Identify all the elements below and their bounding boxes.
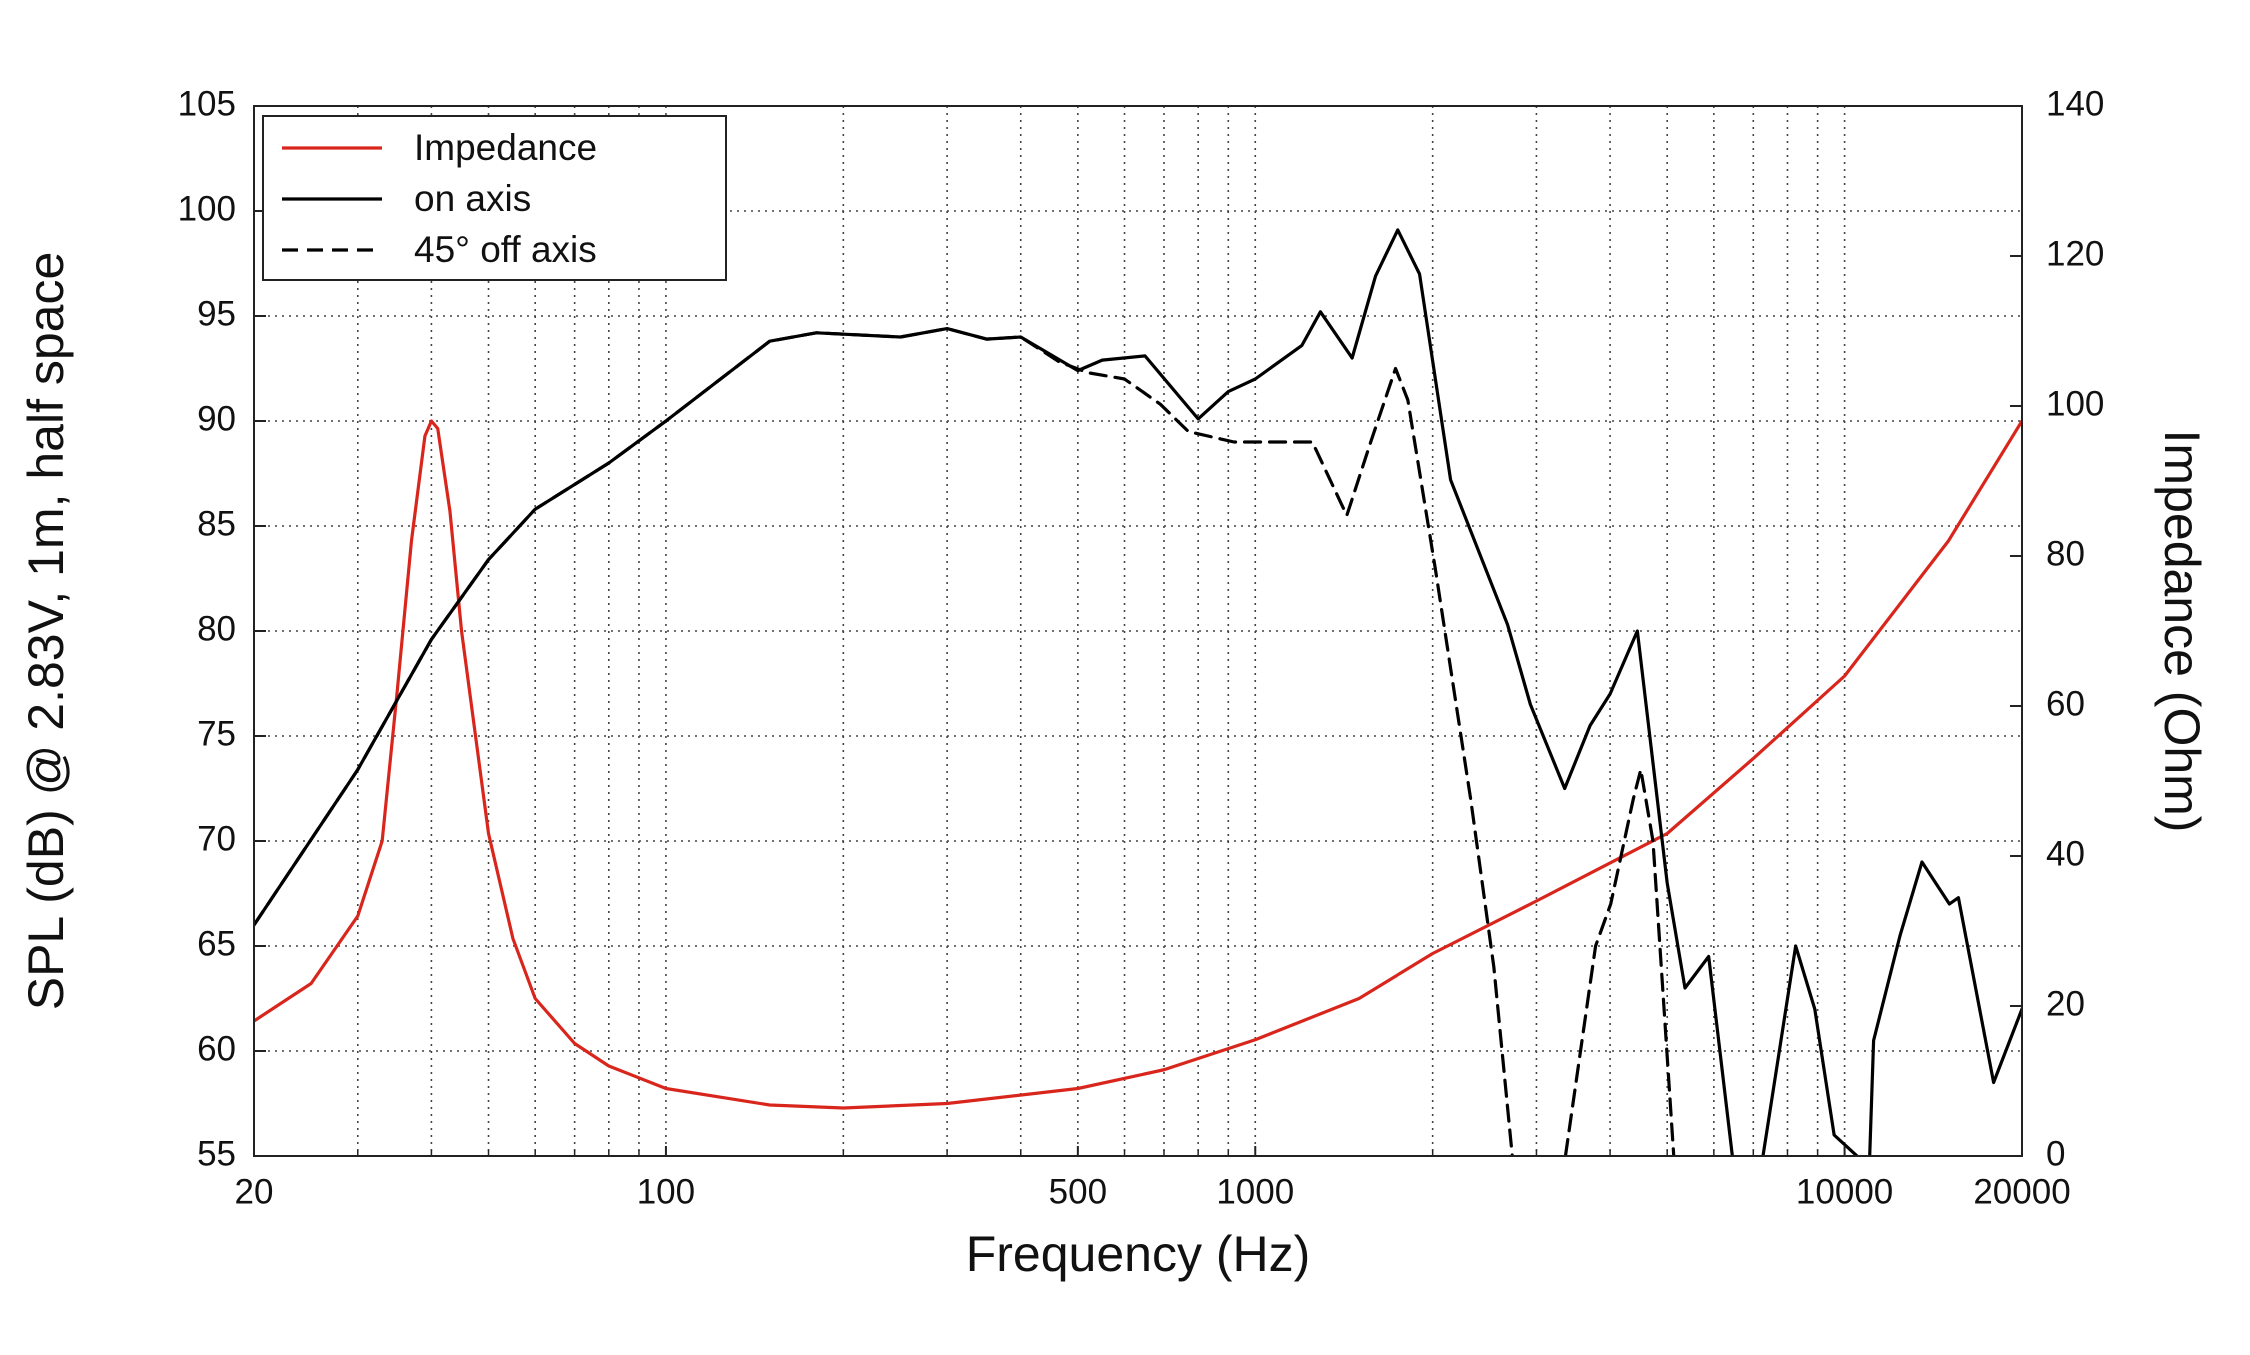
y2-tick-label: 40	[2046, 834, 2085, 873]
x-tick-label: 20000	[1973, 1172, 2070, 1211]
axes: 20 100 500 1000 10000 20000556065707580859095…	[178, 84, 2105, 1211]
y-tick-label: 75	[197, 714, 236, 753]
y2-tick-label: 20	[2046, 984, 2085, 1023]
y-axis-title: SPL (dB) @ 2.83V, 1m, half space	[18, 252, 74, 1011]
y2-tick-label: 140	[2046, 84, 2104, 123]
x-axis-title: Frequency (Hz)	[966, 1226, 1311, 1282]
y2-tick-label: 120	[2046, 234, 2104, 273]
legend: Impedance on axis 45° off axis	[262, 115, 727, 281]
series-line	[254, 327, 1676, 1156]
y2-axis-title: Impedance (Ohm)	[2154, 430, 2210, 833]
y-tick-label: 100	[178, 189, 236, 228]
x-tick-label: 100	[637, 1172, 695, 1211]
plot-area	[254, 228, 2022, 1156]
y-tick-label: 70	[197, 819, 236, 858]
y2-tick-label: 0	[2046, 1134, 2065, 1173]
series-line	[254, 419, 2022, 1110]
x-tick-label: 20	[235, 1172, 274, 1211]
legend-label: 45° off axis	[414, 229, 597, 270]
x-tick-label: 1000	[1216, 1172, 1294, 1211]
legend-label: Impedance	[414, 127, 597, 168]
legend-box	[262, 115, 727, 281]
series-line	[254, 228, 2022, 1156]
y-tick-label: 60	[197, 1029, 236, 1068]
y-tick-label: 105	[178, 84, 236, 123]
y-tick-label: 65	[197, 924, 236, 963]
legend-label: on axis	[414, 178, 531, 219]
y2-tick-label: 80	[2046, 534, 2085, 573]
y-tick-label: 95	[197, 294, 236, 333]
y-tick-label: 90	[197, 399, 236, 438]
y-tick-label: 85	[197, 504, 236, 543]
y-tick-label: 80	[197, 609, 236, 648]
y2-tick-label: 60	[2046, 684, 2085, 723]
y-tick-label: 55	[197, 1134, 236, 1173]
x-tick-label: 500	[1049, 1172, 1107, 1211]
x-tick-label: 10000	[1796, 1172, 1893, 1211]
y2-tick-label: 100	[2046, 384, 2104, 423]
